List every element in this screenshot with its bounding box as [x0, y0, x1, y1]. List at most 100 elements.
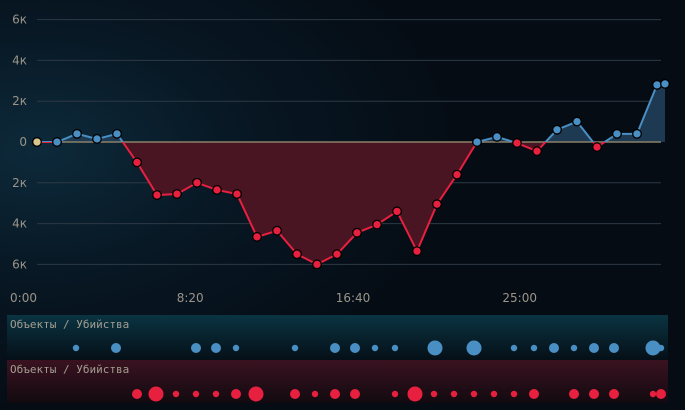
data-point: [72, 128, 82, 139]
event-marker: [510, 390, 518, 398]
data-point: [532, 146, 542, 157]
event-marker: [657, 344, 665, 352]
event-marker: [391, 390, 399, 398]
event-marker: [589, 389, 599, 399]
event-marker: [330, 343, 340, 353]
event-marker: [350, 389, 360, 399]
x-tick-label: 8:20: [177, 291, 204, 305]
data-point: [432, 199, 442, 210]
event-marker: [530, 344, 538, 352]
axis-ticks: 6к 4к 2к 0 2к 4к 6к 0:00 8:20 16:40 25:00: [10, 13, 537, 305]
data-point: [512, 138, 522, 148]
data-point: [212, 184, 222, 195]
data-point: [552, 124, 562, 135]
event-marker: [231, 389, 241, 399]
data-point: [312, 259, 322, 270]
event-marker: [589, 343, 599, 353]
x-tick-label: 25:00: [502, 291, 537, 305]
y-tick-label: 4к: [12, 53, 27, 67]
event-marker: [290, 389, 300, 399]
positive-line: [37, 82, 666, 142]
event-marker: [232, 344, 240, 352]
data-point: [412, 246, 422, 257]
event-marker: [510, 344, 518, 352]
event-marker: [529, 389, 539, 399]
data-point: [132, 157, 142, 168]
event-marker: [569, 389, 579, 399]
event-marker: [645, 340, 661, 356]
y-tick-label: 6к: [12, 13, 27, 27]
event-strips: Объекты / Убийства Объекты / Убийства: [7, 315, 668, 403]
data-point: [452, 169, 462, 180]
event-marker: [132, 389, 142, 399]
event-marker: [609, 343, 619, 353]
event-marker: [311, 390, 319, 398]
event-marker: [172, 390, 180, 398]
data-point: [152, 190, 162, 200]
event-marker: [191, 343, 201, 353]
event-marker: [192, 390, 200, 398]
data-point: [392, 206, 402, 217]
data-point: [172, 189, 182, 199]
event-marker: [291, 344, 299, 352]
event-marker: [570, 344, 578, 352]
x-tick-label: 0:00: [10, 291, 37, 305]
event-marker: [350, 343, 360, 353]
event-marker: [211, 343, 221, 353]
data-point: [252, 231, 262, 242]
data-point: [372, 219, 382, 230]
data-point: [32, 137, 42, 147]
data-point: [572, 116, 582, 127]
x-tick-label: 16:40: [336, 291, 371, 305]
data-point: [612, 128, 622, 139]
event-marker: [656, 389, 666, 399]
data-point: [492, 131, 502, 142]
event-marker: [649, 390, 657, 398]
data-point: [660, 78, 670, 89]
event-marker: [330, 389, 340, 399]
data-point: [652, 79, 662, 90]
data-point: [192, 177, 202, 188]
event-marker: [549, 343, 559, 353]
data-point: [352, 227, 362, 238]
radiant-events-strip: Объекты / Убийства: [7, 315, 668, 360]
event-marker: [490, 390, 498, 398]
data-point: [632, 128, 642, 139]
event-marker: [72, 344, 80, 352]
event-marker: [212, 390, 220, 398]
event-marker: [430, 390, 438, 398]
data-point: [52, 137, 62, 147]
event-marker: [371, 344, 379, 352]
event-marker: [148, 386, 164, 402]
event-marker: [450, 390, 458, 398]
data-point: [332, 249, 342, 260]
y-tick-label: 6к: [12, 257, 27, 271]
data-point: [592, 142, 602, 153]
event-marker: [407, 386, 423, 402]
event-marker: [248, 386, 264, 402]
y-tick-label: 2к: [12, 176, 27, 190]
data-point: [292, 249, 302, 260]
data-point: [92, 133, 102, 144]
y-tick-label: 0: [19, 135, 27, 149]
area-fills: [37, 83, 665, 265]
y-tick-label: 4к: [12, 217, 27, 231]
y-tick-label: 2к: [12, 94, 27, 108]
event-marker: [427, 340, 443, 356]
data-point: [232, 189, 242, 199]
data-point: [112, 128, 122, 139]
event-marker: [111, 343, 121, 353]
dire-events-strip: Объекты / Убийства: [7, 360, 668, 403]
strip-label: Объекты / Убийства: [10, 363, 129, 376]
event-marker: [391, 344, 399, 352]
negative-area: [37, 142, 665, 265]
data-point: [472, 137, 482, 147]
strip-label: Объекты / Убийства: [10, 318, 129, 331]
event-marker: [466, 340, 482, 356]
data-points: [32, 78, 670, 270]
data-point: [272, 225, 282, 236]
event-marker: [470, 390, 478, 398]
event-marker: [609, 389, 619, 399]
